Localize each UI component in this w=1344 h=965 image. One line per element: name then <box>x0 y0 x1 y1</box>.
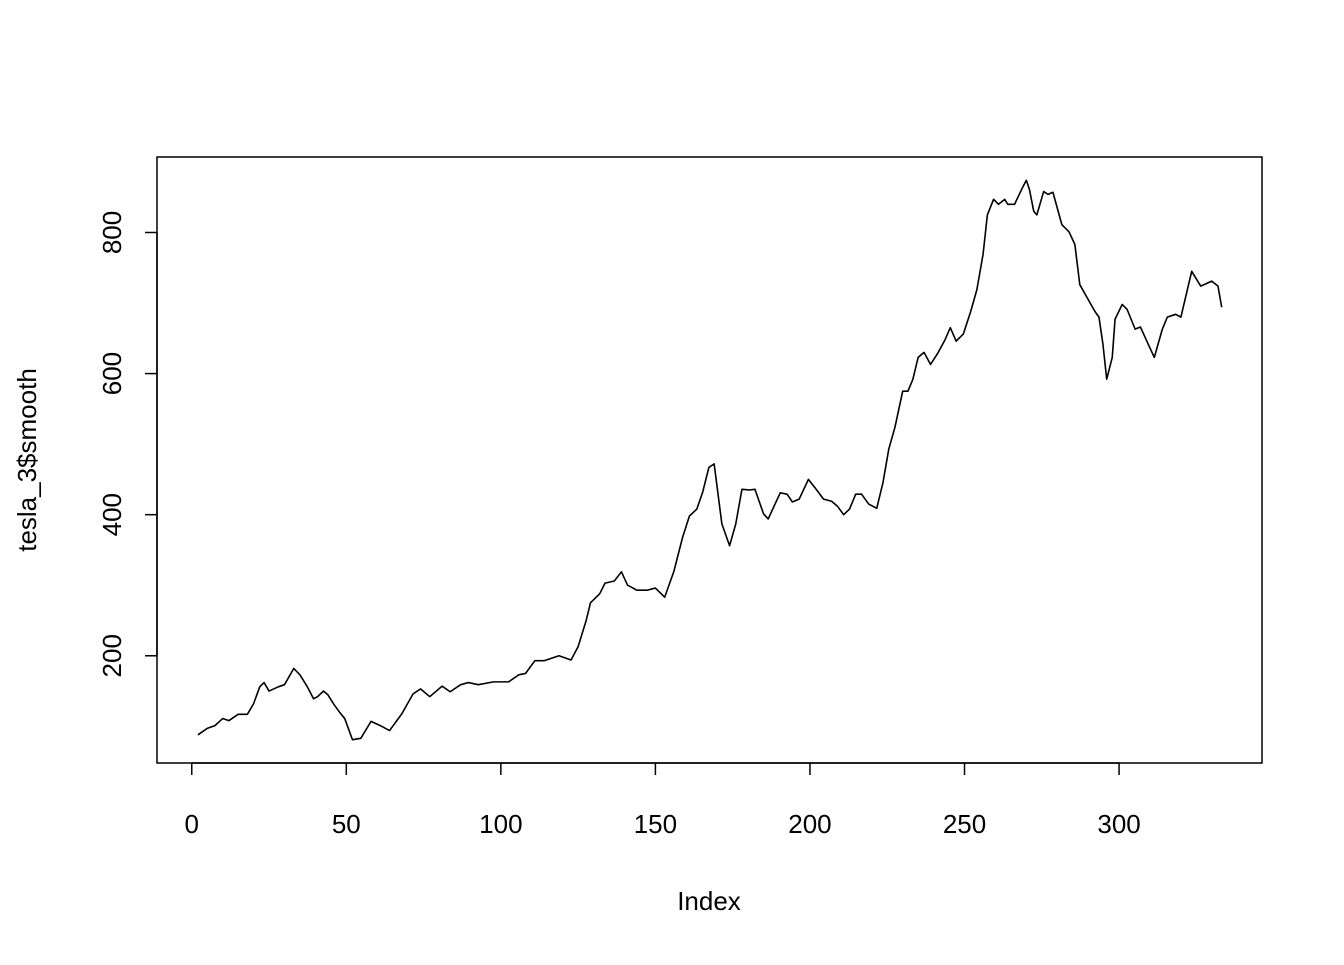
x-tick-label: 0 <box>185 809 199 839</box>
y-tick-label: 400 <box>97 493 127 536</box>
x-tick-label: 250 <box>943 809 986 839</box>
x-tick-label: 200 <box>788 809 831 839</box>
x-tick-label: 50 <box>332 809 361 839</box>
y-axis-label: tesla_3$smooth <box>12 368 42 552</box>
x-tick-label: 100 <box>479 809 522 839</box>
x-axis-label: Index <box>677 886 741 916</box>
x-tick-label: 300 <box>1097 809 1140 839</box>
data-line <box>197 179 1223 741</box>
plot-box <box>156 156 1263 764</box>
x-tick-label: 150 <box>634 809 677 839</box>
y-tick-label: 200 <box>97 634 127 677</box>
y-tick-label: 800 <box>97 211 127 254</box>
y-tick-label: 600 <box>97 352 127 395</box>
